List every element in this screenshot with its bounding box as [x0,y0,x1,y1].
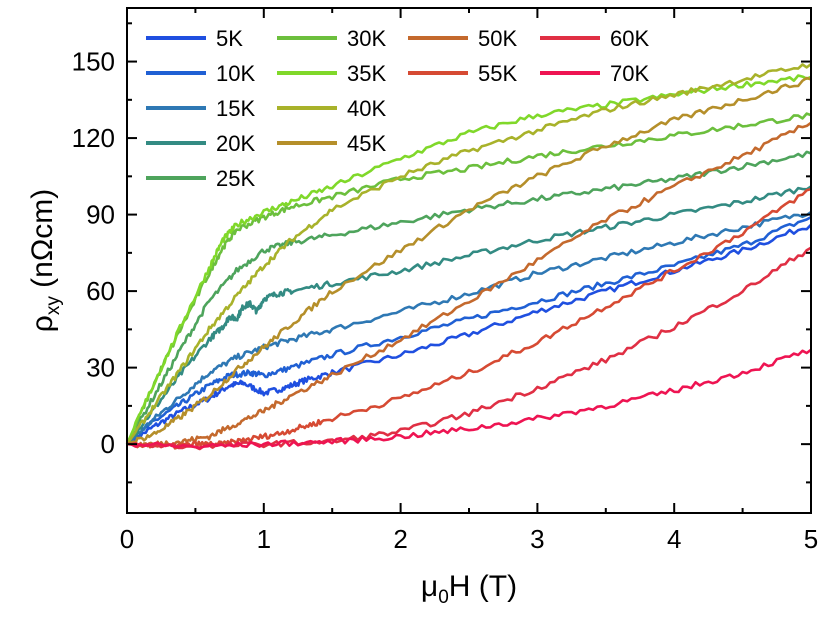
ticks-layer: 0 1 2 3 4 5 0 30 60 90 120 150 [72,8,818,554]
legend-item-10K: 10K [146,61,255,86]
series-line-35K [125,74,812,445]
legend-label: 25K [216,166,255,191]
legend-item-40K: 40K [277,96,386,121]
legend-item-20K: 20K [146,131,255,156]
legend-label: 60K [610,26,649,51]
series-layer [125,63,812,451]
legend-item-70K: 70K [540,61,649,86]
legend-label: 10K [216,61,255,86]
y-axis-label-sub: xy [43,296,64,316]
x-tick-label: 5 [804,524,818,554]
legend-item-60K: 60K [540,26,649,51]
legend-item-5K: 5K [146,26,243,51]
y-axis-label: ρxy (nΩcm) [26,189,64,333]
series-line-5K [126,223,812,446]
legend-item-15K: 15K [146,96,255,121]
series-line-15K [126,210,812,446]
x-tick-label: 1 [257,524,271,554]
legend-label: 40K [347,96,386,121]
y-axis-label-main: ρ [26,315,59,332]
legend-label: 70K [610,61,649,86]
legend-item-25K: 25K [146,166,255,191]
series-line-40K [125,63,812,445]
series-line-25K [125,150,812,445]
legend-item-35K: 35K [277,61,386,86]
y-axis-label-rest: (nΩcm) [26,189,59,296]
series-line-50K [127,121,812,448]
legend: 5K 10K 15K 20K 25K 30K 35K 40K 45K 50K 55K 60K 70K [146,26,649,191]
legend-label: 15K [216,96,255,121]
y-tick-label: 120 [72,123,115,153]
x-axis-label-rest: H (T) [449,570,517,603]
series-line-30K [125,112,812,445]
x-tick-label: 3 [530,524,544,554]
x-tick-label: 2 [393,524,407,554]
series-line-20K [125,185,812,445]
legend-item-50K: 50K [408,26,517,51]
series-line-45K [126,76,812,446]
legend-item-30K: 30K [277,26,386,51]
legend-label: 45K [347,131,386,156]
legend-item-45K: 45K [277,131,386,156]
legend-label: 35K [347,61,386,86]
series-line-10K [126,215,812,446]
y-tick-label: 30 [86,353,115,383]
legend-item-55K: 55K [408,61,517,86]
series-line-55K [126,187,812,450]
x-tick-label: 4 [667,524,681,554]
series-line-70K [126,348,812,450]
x-axis-label-main: μ [421,570,438,603]
y-tick-label: 150 [72,47,115,77]
y-tick-label: 60 [86,276,115,306]
y-tick-label: 0 [101,429,115,459]
legend-label: 55K [478,61,517,86]
legend-label: 30K [347,26,386,51]
x-axis-label: μ0H (T) [421,570,517,608]
y-tick-label: 90 [86,200,115,230]
legend-label: 20K [216,131,255,156]
legend-label: 5K [216,26,243,51]
x-tick-label: 0 [120,524,134,554]
x-axis-label-sub: 0 [438,587,449,608]
legend-label: 50K [478,26,517,51]
